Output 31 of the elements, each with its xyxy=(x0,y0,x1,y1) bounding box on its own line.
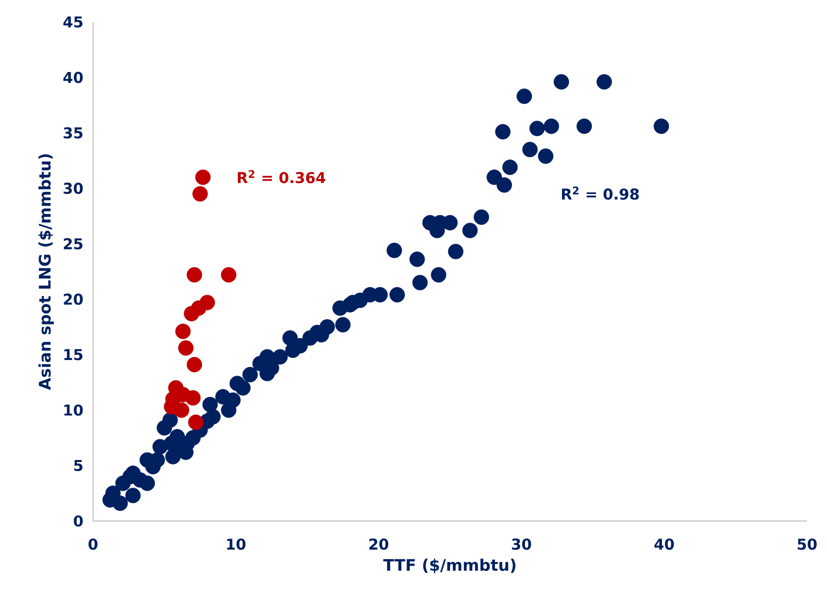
point xyxy=(185,390,201,406)
y-tick-label: 45 xyxy=(63,16,82,28)
y-tick-label: 25 xyxy=(64,238,82,250)
point xyxy=(178,340,194,356)
x-tick-label: 20 xyxy=(369,538,388,550)
y-tick-label: 35 xyxy=(64,127,82,139)
x-tick-label: 0 xyxy=(88,538,98,550)
annotation: R$^{2}$ = 0.98 xyxy=(562,186,639,200)
point xyxy=(188,414,204,430)
y-tick-label: 40 xyxy=(63,72,83,84)
annotation: R$^{2}$ = 0.364 xyxy=(238,170,326,184)
point xyxy=(184,306,200,322)
point xyxy=(186,267,202,283)
y-tick-label: 10 xyxy=(64,404,83,416)
y-tick-label: 20 xyxy=(64,294,83,305)
x-axis-title: TTF ($/mmbtu) xyxy=(383,558,516,574)
x-tick-label: 40 xyxy=(654,538,674,550)
point xyxy=(174,402,190,418)
point xyxy=(220,267,236,283)
y-tick-label: 30 xyxy=(64,182,83,194)
x-tick-label: 30 xyxy=(512,538,532,550)
y-axis-title: Asian spot LNG ($/mmbtu) xyxy=(38,154,54,390)
x-tick-label: 50 xyxy=(798,538,817,550)
y-tick-label: 0 xyxy=(74,515,83,527)
point xyxy=(192,186,208,202)
point xyxy=(175,324,191,340)
point xyxy=(186,356,202,372)
x-tick-label: 10 xyxy=(227,538,246,550)
point xyxy=(195,170,211,185)
y-tick-label: 15 xyxy=(64,349,82,360)
y-tick-label: 5 xyxy=(74,460,82,472)
